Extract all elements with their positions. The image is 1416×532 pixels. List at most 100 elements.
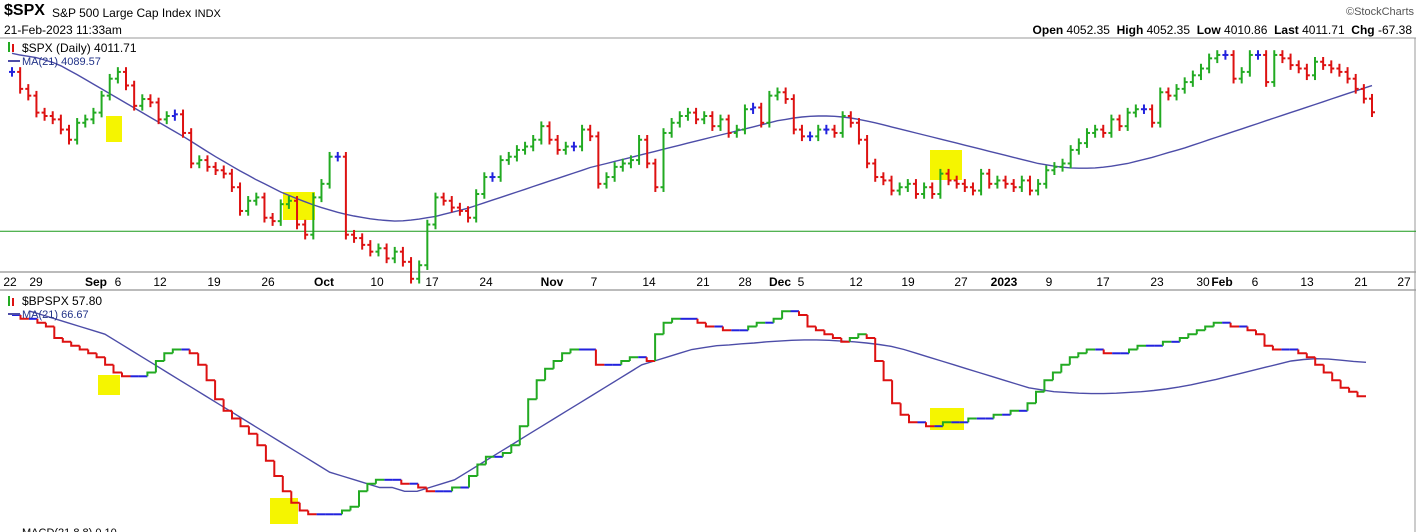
- ohlc-bar: [1287, 53, 1294, 70]
- bpspx-segment: [654, 333, 664, 361]
- ohlc-bar: [90, 107, 97, 125]
- ohlc-bar: [750, 102, 757, 114]
- ohlc-bar: [1189, 70, 1196, 87]
- x-tick-label: 26: [261, 275, 275, 289]
- last-value: 4011.71: [1302, 23, 1345, 37]
- symbol-name: S&P 500 Large Cap Index INDX: [52, 6, 221, 20]
- ohlc-bar: [310, 192, 317, 240]
- bpspx-segment: [645, 357, 656, 362]
- x-tick-label: 30: [1196, 275, 1210, 289]
- ohlc-bar: [9, 67, 15, 77]
- bpspx-segment: [484, 455, 495, 465]
- bpspx-segment: [561, 352, 571, 361]
- ohlc-bar: [986, 168, 993, 189]
- bpspx-segment: [704, 322, 715, 328]
- x-tick-label: 19: [207, 275, 221, 289]
- bpspx-segment: [662, 321, 673, 335]
- ohlc-bar: [1320, 56, 1327, 70]
- bpspx-segment: [1026, 402, 1036, 411]
- ohlc-bar: [1051, 162, 1058, 176]
- ohlc-bar: [945, 168, 952, 186]
- legend-price-label: $SPX (Daily) 4011.71: [22, 41, 137, 55]
- bpspx-segment: [848, 337, 859, 342]
- ohlc-bar: [334, 151, 341, 162]
- bpspx-segment: [239, 418, 249, 428]
- bpspx-segment: [501, 452, 512, 457]
- ohlc-bar: [456, 202, 463, 216]
- ma21-line: [11, 52, 1373, 222]
- ohlc-bar: [424, 219, 431, 270]
- ohlc-bar: [163, 111, 170, 125]
- bpspx-segment: [671, 317, 681, 323]
- ohlc-bar: [668, 118, 675, 138]
- bpspx-segment: [594, 349, 605, 366]
- bpspx-segment: [781, 310, 791, 319]
- legend-ohlc-icon: [8, 42, 10, 52]
- bpspx-segment: [882, 361, 893, 382]
- bpspx-segment: [188, 349, 199, 355]
- ohlc-bar: [693, 107, 700, 125]
- bpspx-segment: [696, 318, 706, 324]
- ohlc-bar: [684, 107, 691, 121]
- bpspx-segment: [1187, 333, 1197, 338]
- bpspx-segment: [865, 334, 876, 339]
- x-tick-label: 13: [1300, 275, 1314, 289]
- bpspx-segment: [874, 338, 884, 362]
- ohlc-bar: [766, 90, 773, 128]
- ohlc-bar: [473, 189, 480, 223]
- x-tick-label: Sep: [85, 275, 107, 289]
- bpspx-segment: [281, 476, 292, 493]
- ohlc-bar: [1206, 53, 1213, 74]
- bpspx-segment: [721, 326, 732, 332]
- chg-value: -67.38: [1377, 23, 1412, 37]
- bpspx-segment: [290, 491, 300, 504]
- ohlc-bar: [1254, 50, 1261, 60]
- bpspx-segment: [205, 364, 216, 382]
- ohlc-bar: [399, 246, 406, 267]
- bpspx-segment: [1305, 353, 1316, 359]
- bpspx-segment: [36, 318, 46, 324]
- bpspx-segment: [425, 487, 436, 493]
- x-tick-label: 12: [153, 275, 167, 289]
- bpspx-segment: [222, 399, 232, 412]
- ohlc-bar: [619, 158, 626, 172]
- ohlc-bar: [522, 141, 529, 155]
- ohlc-bar: [1222, 50, 1229, 60]
- ohlc-bar: [660, 128, 667, 192]
- ohlc-bar: [823, 124, 830, 135]
- ohlc-bar: [969, 182, 976, 196]
- x-tick-label: Nov: [541, 275, 564, 289]
- ohlc-bar: [1035, 179, 1042, 196]
- ohlc-bar: [375, 243, 382, 257]
- ohlc-bar: [1083, 128, 1090, 148]
- ohlc-bar: [888, 175, 895, 196]
- bpspx-segment: [857, 333, 867, 338]
- x-tick-label: 5: [798, 275, 805, 289]
- bpspx-segment: [264, 445, 275, 462]
- last-label: Last: [1274, 23, 1299, 37]
- bpspx-segment: [1060, 363, 1070, 373]
- bpspx-segment: [247, 426, 258, 435]
- bpspx-segment: [1009, 409, 1019, 415]
- bpspx-segment: [806, 315, 816, 328]
- legend-line-icon: [8, 296, 10, 306]
- ohlc-bar: [1181, 77, 1188, 94]
- bpspx-segment: [518, 425, 529, 446]
- x-tick-label: Feb: [1211, 275, 1232, 289]
- bpspx-segment: [747, 325, 757, 331]
- ohlc-bar: [1157, 87, 1164, 128]
- bpspx-segment: [400, 479, 410, 485]
- ohlc-readout: Open 4052.35 High 4052.35 Low 4010.86 La…: [1033, 23, 1412, 37]
- ohlc-bar: [440, 192, 447, 206]
- ohlc-bar: [1108, 114, 1115, 138]
- x-tick-label: 6: [115, 275, 122, 289]
- ohlc-bar: [1311, 56, 1318, 81]
- ohlc-bar: [261, 192, 268, 223]
- ohlc-bar: [1140, 104, 1147, 114]
- x-tick-label: 6: [1252, 275, 1259, 289]
- highlight-box: [98, 375, 120, 395]
- x-tick-label: 21: [696, 275, 710, 289]
- ohlc-bar: [831, 124, 838, 138]
- bpspx-segment: [87, 349, 97, 355]
- bpspx-segment: [476, 463, 486, 476]
